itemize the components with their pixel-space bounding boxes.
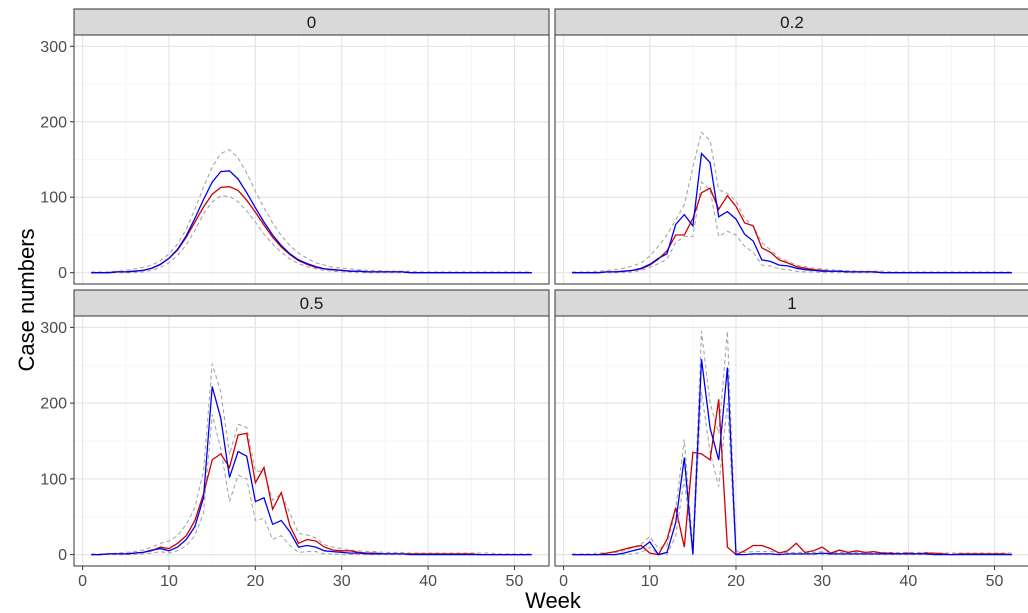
facet-label: 0.2 xyxy=(780,13,804,32)
y-axis: 0 100 200 300 0 100 200 300 xyxy=(40,39,74,564)
y-tick-label: 0 xyxy=(58,265,67,282)
facet-strip xyxy=(73,8,550,36)
panel-3: 1 xyxy=(554,289,1028,567)
x-tick-label: 30 xyxy=(333,573,351,590)
y-tick-label: 300 xyxy=(40,320,67,337)
y-tick-label: 300 xyxy=(40,39,67,56)
facet-label: 0 xyxy=(307,13,316,32)
panel-border xyxy=(73,315,550,567)
x-tick-label: 30 xyxy=(813,573,831,590)
x-tick-label: 0 xyxy=(559,573,568,590)
y-tick-label: 200 xyxy=(40,114,67,131)
facet-strip xyxy=(554,8,1028,36)
x-tick-label: 50 xyxy=(986,573,1004,590)
interval-upper-line xyxy=(572,131,1012,273)
observed-line xyxy=(572,399,1012,556)
x-tick-label: 10 xyxy=(160,573,178,590)
panel-border xyxy=(73,34,550,285)
x-tick-label: 0 xyxy=(78,573,87,590)
interval-upper-line xyxy=(91,363,532,555)
y-tick-label: 100 xyxy=(40,471,67,488)
interval-lower-line xyxy=(572,181,1012,274)
interval-lower-line xyxy=(91,414,532,556)
facet-label: 1 xyxy=(787,294,796,313)
panels: 0 0.2 0.5 1 xyxy=(73,8,1028,567)
x-tick-label: 50 xyxy=(506,573,524,590)
interval-lower-line xyxy=(572,391,1012,556)
y-tick-label: 200 xyxy=(40,396,67,413)
panel-1: 0.2 xyxy=(554,8,1028,285)
y-tick-label: 100 xyxy=(40,190,67,207)
y-axis-title: Case numbers xyxy=(14,228,39,371)
x-tick-label: 40 xyxy=(419,573,437,590)
x-axis-title: Week xyxy=(525,588,582,613)
panel-2: 0.5 xyxy=(73,289,550,567)
fitted-line xyxy=(91,386,532,556)
facet-strip xyxy=(554,289,1028,317)
observed-line xyxy=(91,186,532,274)
fitted-line xyxy=(572,152,1012,274)
facet-strip xyxy=(73,289,550,317)
panel-border xyxy=(554,315,1028,567)
facet-label: 0.5 xyxy=(300,294,324,313)
fitted-line xyxy=(572,359,1012,556)
x-tick-label: 20 xyxy=(246,573,264,590)
panel-border xyxy=(554,34,1028,285)
x-tick-label: 40 xyxy=(899,573,917,590)
observed-line xyxy=(572,187,1012,274)
y-tick-label: 0 xyxy=(58,547,67,564)
x-axis: 0 10 20 30 40 50 0 10 20 30 40 50 xyxy=(78,566,1004,590)
x-tick-label: 10 xyxy=(641,573,659,590)
panel-0: 0 xyxy=(73,8,550,285)
fitted-line xyxy=(91,170,532,274)
x-tick-label: 20 xyxy=(727,573,745,590)
interval-upper-line xyxy=(91,149,532,273)
observed-line xyxy=(91,432,532,556)
interval-upper-line xyxy=(572,331,1012,555)
